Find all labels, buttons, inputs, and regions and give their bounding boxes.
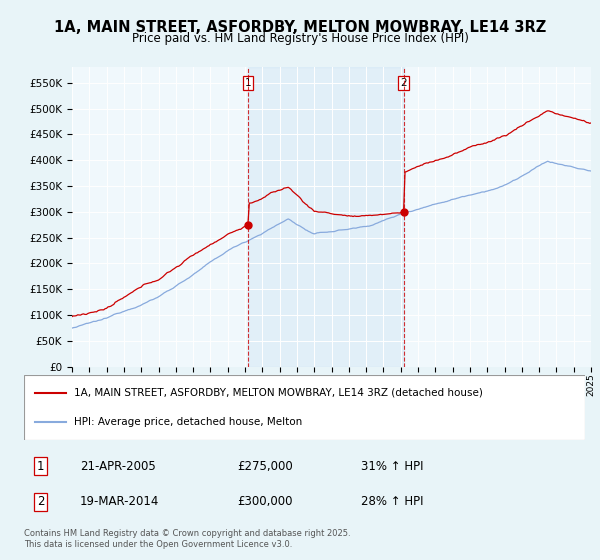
Text: 21-APR-2005: 21-APR-2005 <box>80 460 156 473</box>
Text: 28% ↑ HPI: 28% ↑ HPI <box>361 496 423 508</box>
Text: £300,000: £300,000 <box>237 496 293 508</box>
Text: 1A, MAIN STREET, ASFORDBY, MELTON MOWBRAY, LE14 3RZ (detached house): 1A, MAIN STREET, ASFORDBY, MELTON MOWBRA… <box>74 388 484 398</box>
Text: Contains HM Land Registry data © Crown copyright and database right 2025.
This d: Contains HM Land Registry data © Crown c… <box>24 529 350 549</box>
Text: 1: 1 <box>37 460 44 473</box>
Text: 2: 2 <box>37 496 44 508</box>
Text: 2: 2 <box>400 78 407 88</box>
Text: HPI: Average price, detached house, Melton: HPI: Average price, detached house, Melt… <box>74 417 303 427</box>
Text: 1A, MAIN STREET, ASFORDBY, MELTON MOWBRAY, LE14 3RZ: 1A, MAIN STREET, ASFORDBY, MELTON MOWBRA… <box>54 20 546 35</box>
Text: 1: 1 <box>245 78 251 88</box>
Bar <box>248 67 404 367</box>
Text: 19-MAR-2014: 19-MAR-2014 <box>80 496 160 508</box>
Text: £275,000: £275,000 <box>237 460 293 473</box>
Text: 31% ↑ HPI: 31% ↑ HPI <box>361 460 423 473</box>
Text: Price paid vs. HM Land Registry's House Price Index (HPI): Price paid vs. HM Land Registry's House … <box>131 32 469 45</box>
